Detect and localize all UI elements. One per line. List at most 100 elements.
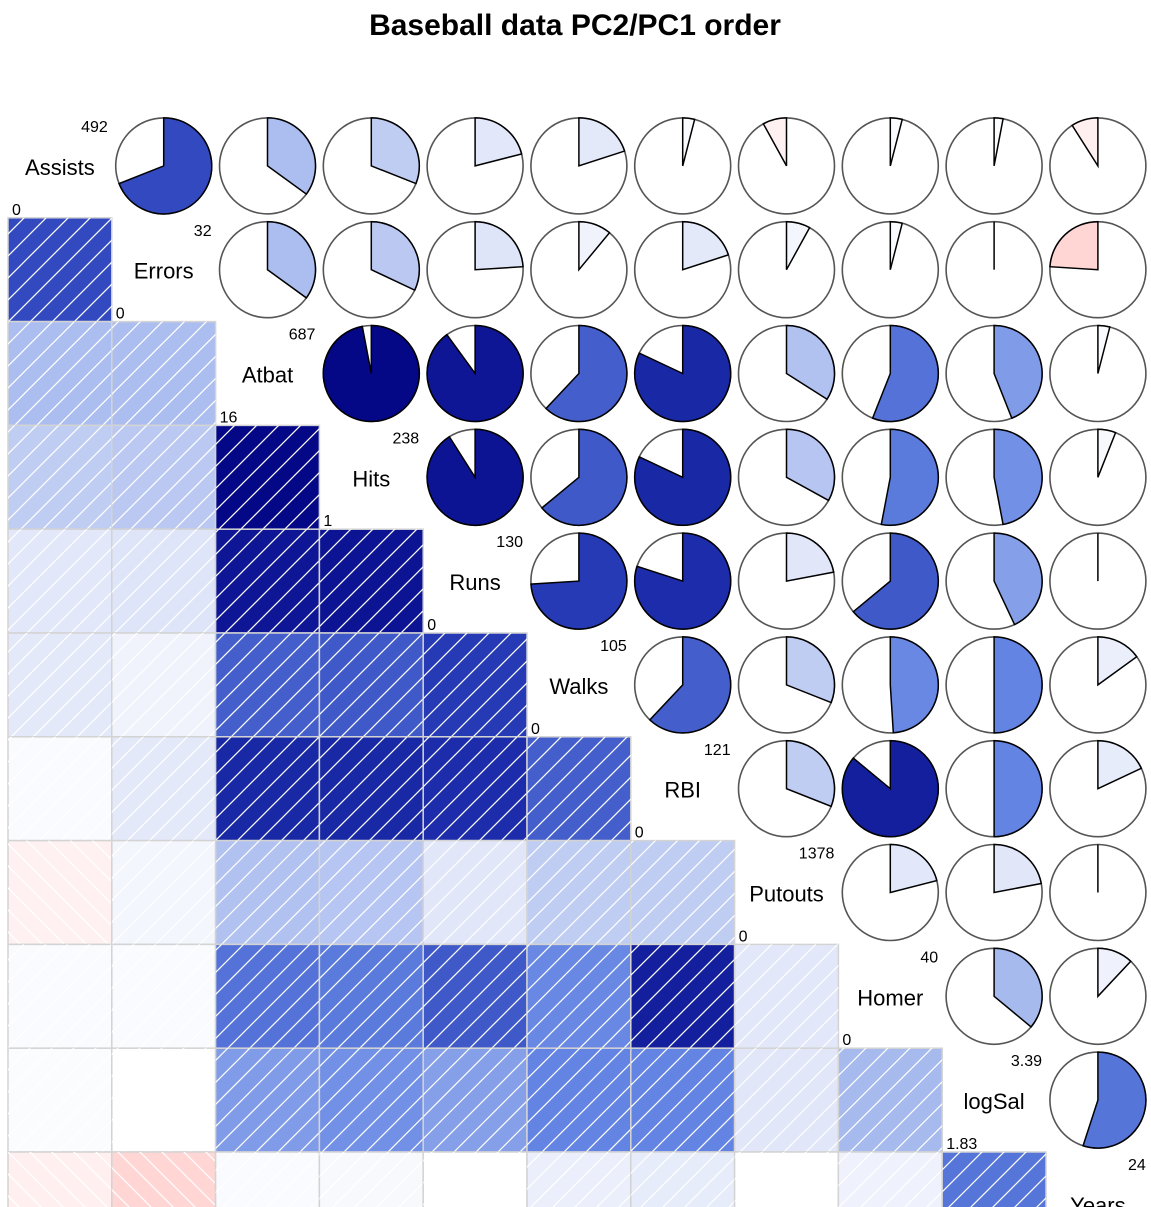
range-min-label: 0 bbox=[531, 721, 540, 738]
pie-slice bbox=[426, 428, 524, 527]
pie-slice bbox=[785, 532, 835, 583]
shade-hatch bbox=[319, 633, 424, 737]
shade-hatch bbox=[111, 1048, 216, 1152]
variable-label: Walks bbox=[549, 674, 608, 699]
range-max-label: 492 bbox=[81, 119, 108, 136]
pie-slice bbox=[993, 636, 1043, 734]
pie-slice bbox=[681, 220, 730, 271]
range-min-label: 0 bbox=[12, 202, 21, 219]
pie-slice bbox=[993, 324, 1043, 420]
shade-hatch bbox=[838, 1152, 943, 1207]
shade-hatch bbox=[423, 736, 527, 841]
range-max-label: 130 bbox=[496, 534, 523, 551]
pie-slice bbox=[1097, 324, 1111, 374]
pie-slice bbox=[370, 117, 421, 185]
chart-title: Baseball data PC2/PC1 order bbox=[369, 9, 781, 42]
shade-hatch bbox=[8, 840, 112, 945]
range-min-label: 0 bbox=[116, 306, 125, 323]
shade-hatch bbox=[734, 1152, 839, 1207]
shade-hatch bbox=[8, 736, 112, 841]
shade-hatch bbox=[215, 529, 320, 633]
shade-hatch bbox=[630, 1048, 735, 1152]
shade-hatch bbox=[8, 321, 112, 426]
variable-label: Assists bbox=[25, 155, 95, 180]
shade-hatch bbox=[319, 1152, 424, 1207]
pie-slice bbox=[889, 220, 904, 270]
range-min-label: 1.83 bbox=[946, 1136, 977, 1153]
pie-slice bbox=[889, 843, 938, 894]
shade-hatch bbox=[215, 425, 320, 530]
range-max-label: 3.39 bbox=[1011, 1053, 1042, 1070]
range-min-label: 0 bbox=[739, 928, 748, 945]
shade-hatch bbox=[111, 633, 216, 737]
shade-hatch bbox=[111, 944, 216, 1049]
shade-hatch bbox=[8, 217, 112, 322]
pie-slice bbox=[762, 117, 788, 167]
shade-hatch bbox=[630, 944, 735, 1049]
shade-hatch bbox=[8, 1048, 112, 1152]
pie-slice bbox=[880, 428, 940, 526]
pie-slice bbox=[889, 636, 940, 734]
range-min-label: 0 bbox=[427, 617, 436, 634]
shade-hatch bbox=[111, 736, 216, 841]
shade-hatch bbox=[319, 736, 424, 841]
pie-slice bbox=[1082, 1051, 1147, 1149]
pie-slice bbox=[681, 117, 696, 167]
range-max-label: 32 bbox=[194, 223, 212, 240]
pie-slice bbox=[266, 220, 317, 299]
pie-slice bbox=[993, 117, 1004, 167]
shade-hatch bbox=[8, 1152, 112, 1207]
shade-hatch bbox=[527, 736, 631, 841]
pie-slice bbox=[474, 220, 524, 271]
pie-slice bbox=[871, 324, 939, 423]
pie-slice bbox=[322, 324, 421, 423]
variable-label: Errors bbox=[134, 259, 194, 284]
shade-hatch bbox=[423, 1048, 527, 1152]
shade-hatch bbox=[319, 529, 424, 633]
shade-hatch bbox=[423, 633, 527, 737]
pie-slice bbox=[785, 428, 836, 502]
pie-slice bbox=[993, 739, 1043, 838]
shade-hatch bbox=[527, 1152, 631, 1207]
shade-hatch bbox=[630, 1152, 735, 1207]
shade-hatch bbox=[111, 425, 216, 530]
pie-slice bbox=[578, 117, 626, 167]
pie-slice bbox=[1097, 636, 1138, 687]
variable-label: Runs bbox=[449, 570, 500, 595]
shade-hatch bbox=[319, 944, 424, 1049]
range-max-label: 1378 bbox=[799, 846, 835, 863]
range-max-label: 121 bbox=[704, 742, 731, 759]
shade-hatch bbox=[838, 1048, 943, 1152]
pie-slice bbox=[1049, 220, 1099, 271]
shade-hatch bbox=[215, 1048, 320, 1152]
pie-slice bbox=[266, 117, 317, 196]
shade-hatch bbox=[734, 944, 839, 1049]
pie-slice bbox=[993, 843, 1043, 894]
shade-hatch bbox=[8, 425, 112, 530]
shade-hatch bbox=[215, 840, 320, 945]
shade-hatch bbox=[8, 633, 112, 737]
shade-hatch bbox=[319, 1048, 424, 1152]
shade-hatch bbox=[215, 633, 320, 737]
shade-hatch bbox=[111, 1152, 216, 1207]
pie-slice bbox=[841, 739, 940, 838]
shade-hatch bbox=[111, 529, 216, 633]
pie-slice bbox=[118, 117, 213, 215]
variable-label: Atbat bbox=[242, 363, 293, 388]
shade-hatch bbox=[8, 944, 112, 1049]
shade-hatch bbox=[8, 529, 112, 633]
pie-slice bbox=[852, 532, 940, 630]
plot-area: Assists 492 0 Errors 32 0 Atbat 687 16 Hits 238 1 Ru… bbox=[7, 117, 1147, 1207]
shade-hatch bbox=[423, 944, 527, 1049]
shade-hatch bbox=[215, 944, 320, 1049]
pie-slice bbox=[474, 117, 523, 167]
shade-hatch bbox=[111, 840, 216, 945]
variable-label: Years bbox=[1070, 1193, 1125, 1207]
pie-slice bbox=[993, 947, 1043, 1028]
range-max-label: 238 bbox=[392, 430, 419, 447]
variable-label: Homer bbox=[857, 985, 923, 1010]
shade-hatch bbox=[942, 1152, 1046, 1207]
pie-slice bbox=[544, 324, 628, 423]
shade-hatch bbox=[527, 840, 631, 945]
